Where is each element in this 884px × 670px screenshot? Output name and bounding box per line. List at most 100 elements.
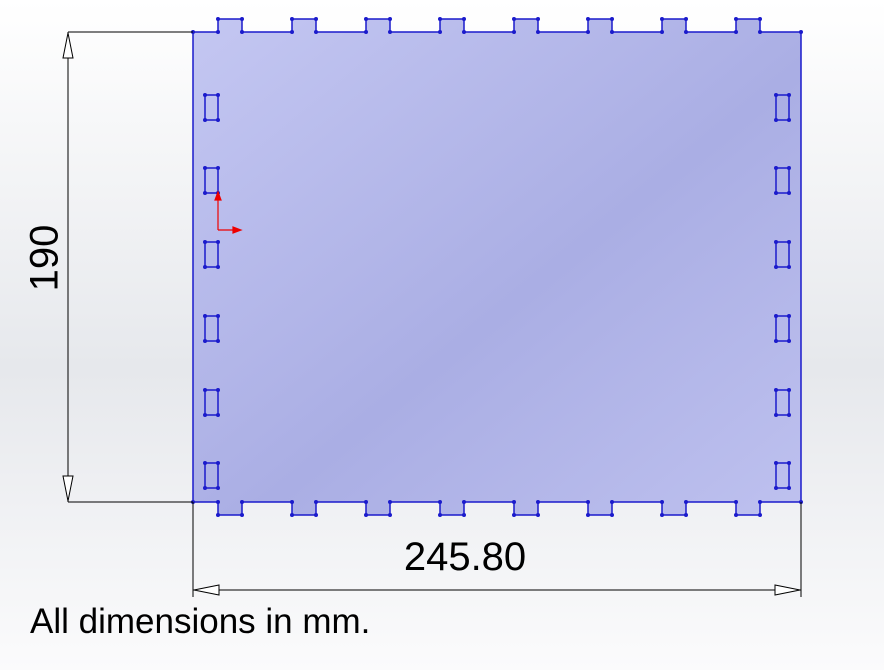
- vertex-point: [684, 30, 688, 34]
- slot: [775, 389, 790, 416]
- vertex-point: [774, 461, 778, 465]
- vertex-point: [774, 314, 778, 318]
- vertex-point: [314, 500, 318, 504]
- vertex-point: [660, 17, 664, 21]
- vertex-point: [774, 339, 778, 343]
- vertex-point: [787, 265, 791, 269]
- vertex-point: [512, 500, 516, 504]
- vertex-point: [203, 118, 207, 122]
- vertex-point: [290, 513, 294, 517]
- vertex-point: [216, 500, 220, 504]
- vertex-point: [787, 339, 791, 343]
- vertex-point: [610, 17, 614, 21]
- vertex-point: [787, 166, 791, 170]
- vertex-point: [364, 30, 368, 34]
- vertex-point: [203, 265, 207, 269]
- vertex-point: [787, 240, 791, 244]
- vertex-point: [660, 30, 664, 34]
- vertex-point: [774, 118, 778, 122]
- vertex-point: [290, 17, 294, 21]
- arrowhead: [193, 584, 220, 596]
- vertex-point: [758, 30, 762, 34]
- vertex-point: [774, 413, 778, 417]
- vertex-point: [610, 30, 614, 34]
- vertex-point: [203, 413, 207, 417]
- vertex-point: [512, 30, 516, 34]
- vertex-point: [364, 500, 368, 504]
- vertex-point: [758, 513, 762, 517]
- vertex-point: [734, 30, 738, 34]
- vertex-point: [536, 513, 540, 517]
- vertex-point: [774, 93, 778, 97]
- plate-outline: [192, 18, 802, 516]
- vertex-point: [536, 30, 540, 34]
- slot: [775, 462, 790, 489]
- vertex-point: [586, 30, 590, 34]
- origin-arrow: [232, 226, 243, 234]
- vertex-point: [610, 513, 614, 517]
- vertex-point: [787, 388, 791, 392]
- vertex-point: [240, 30, 244, 34]
- vertex-point: [388, 500, 392, 504]
- vertex-point: [462, 500, 466, 504]
- vertex-point: [216, 265, 220, 269]
- vertex-point: [203, 314, 207, 318]
- vertex-point: [314, 17, 318, 21]
- vertex-point: [512, 513, 516, 517]
- origin-marker: [214, 190, 243, 234]
- vertex-point: [203, 166, 207, 170]
- vertex-point: [364, 513, 368, 517]
- vertex-point: [290, 500, 294, 504]
- vertex-point: [216, 17, 220, 21]
- vertex-point: [216, 93, 220, 97]
- slot: [204, 241, 219, 268]
- vertex-point: [216, 513, 220, 517]
- units-note: All dimensions in mm.: [30, 602, 370, 641]
- vertex-point: [734, 17, 738, 21]
- vertex-point: [536, 17, 540, 21]
- arrowhead: [62, 475, 74, 502]
- vertex-point: [774, 191, 778, 195]
- slot: [775, 241, 790, 268]
- arrowhead: [774, 584, 801, 596]
- vertex-point: [216, 388, 220, 392]
- slot: [775, 315, 790, 342]
- vertex-point: [240, 17, 244, 21]
- vertex-point: [787, 461, 791, 465]
- vertex-point: [203, 461, 207, 465]
- slot: [775, 167, 790, 194]
- vertex-point: [364, 17, 368, 21]
- vertex-point: [799, 30, 803, 34]
- vertex-point: [438, 513, 442, 517]
- vertex-point: [290, 30, 294, 34]
- vertex-point: [734, 500, 738, 504]
- arrowhead: [62, 32, 74, 59]
- vertex-point: [462, 17, 466, 21]
- vertex-point: [438, 17, 442, 21]
- vertex-point: [203, 240, 207, 244]
- vertex-point: [758, 17, 762, 21]
- vertex-point: [462, 30, 466, 34]
- vertex-point: [734, 513, 738, 517]
- vertex-point: [216, 166, 220, 170]
- width-label: 245.80: [404, 535, 526, 579]
- vertex-point: [684, 500, 688, 504]
- vertex-point: [787, 118, 791, 122]
- vertex-point: [216, 461, 220, 465]
- vertex-point: [388, 513, 392, 517]
- vertex-point: [388, 17, 392, 21]
- vertex-point: [774, 388, 778, 392]
- vertex-point: [216, 240, 220, 244]
- vertex-point: [438, 30, 442, 34]
- origin-arrow: [214, 190, 222, 201]
- vertex-point: [203, 191, 207, 195]
- vertex-point: [684, 17, 688, 21]
- vertex-point: [388, 30, 392, 34]
- vertex-point: [684, 513, 688, 517]
- vertex-point: [240, 513, 244, 517]
- vertex-point: [787, 413, 791, 417]
- vertex-point: [774, 265, 778, 269]
- vertex-point: [787, 314, 791, 318]
- vertex-point: [758, 500, 762, 504]
- slot: [204, 94, 219, 121]
